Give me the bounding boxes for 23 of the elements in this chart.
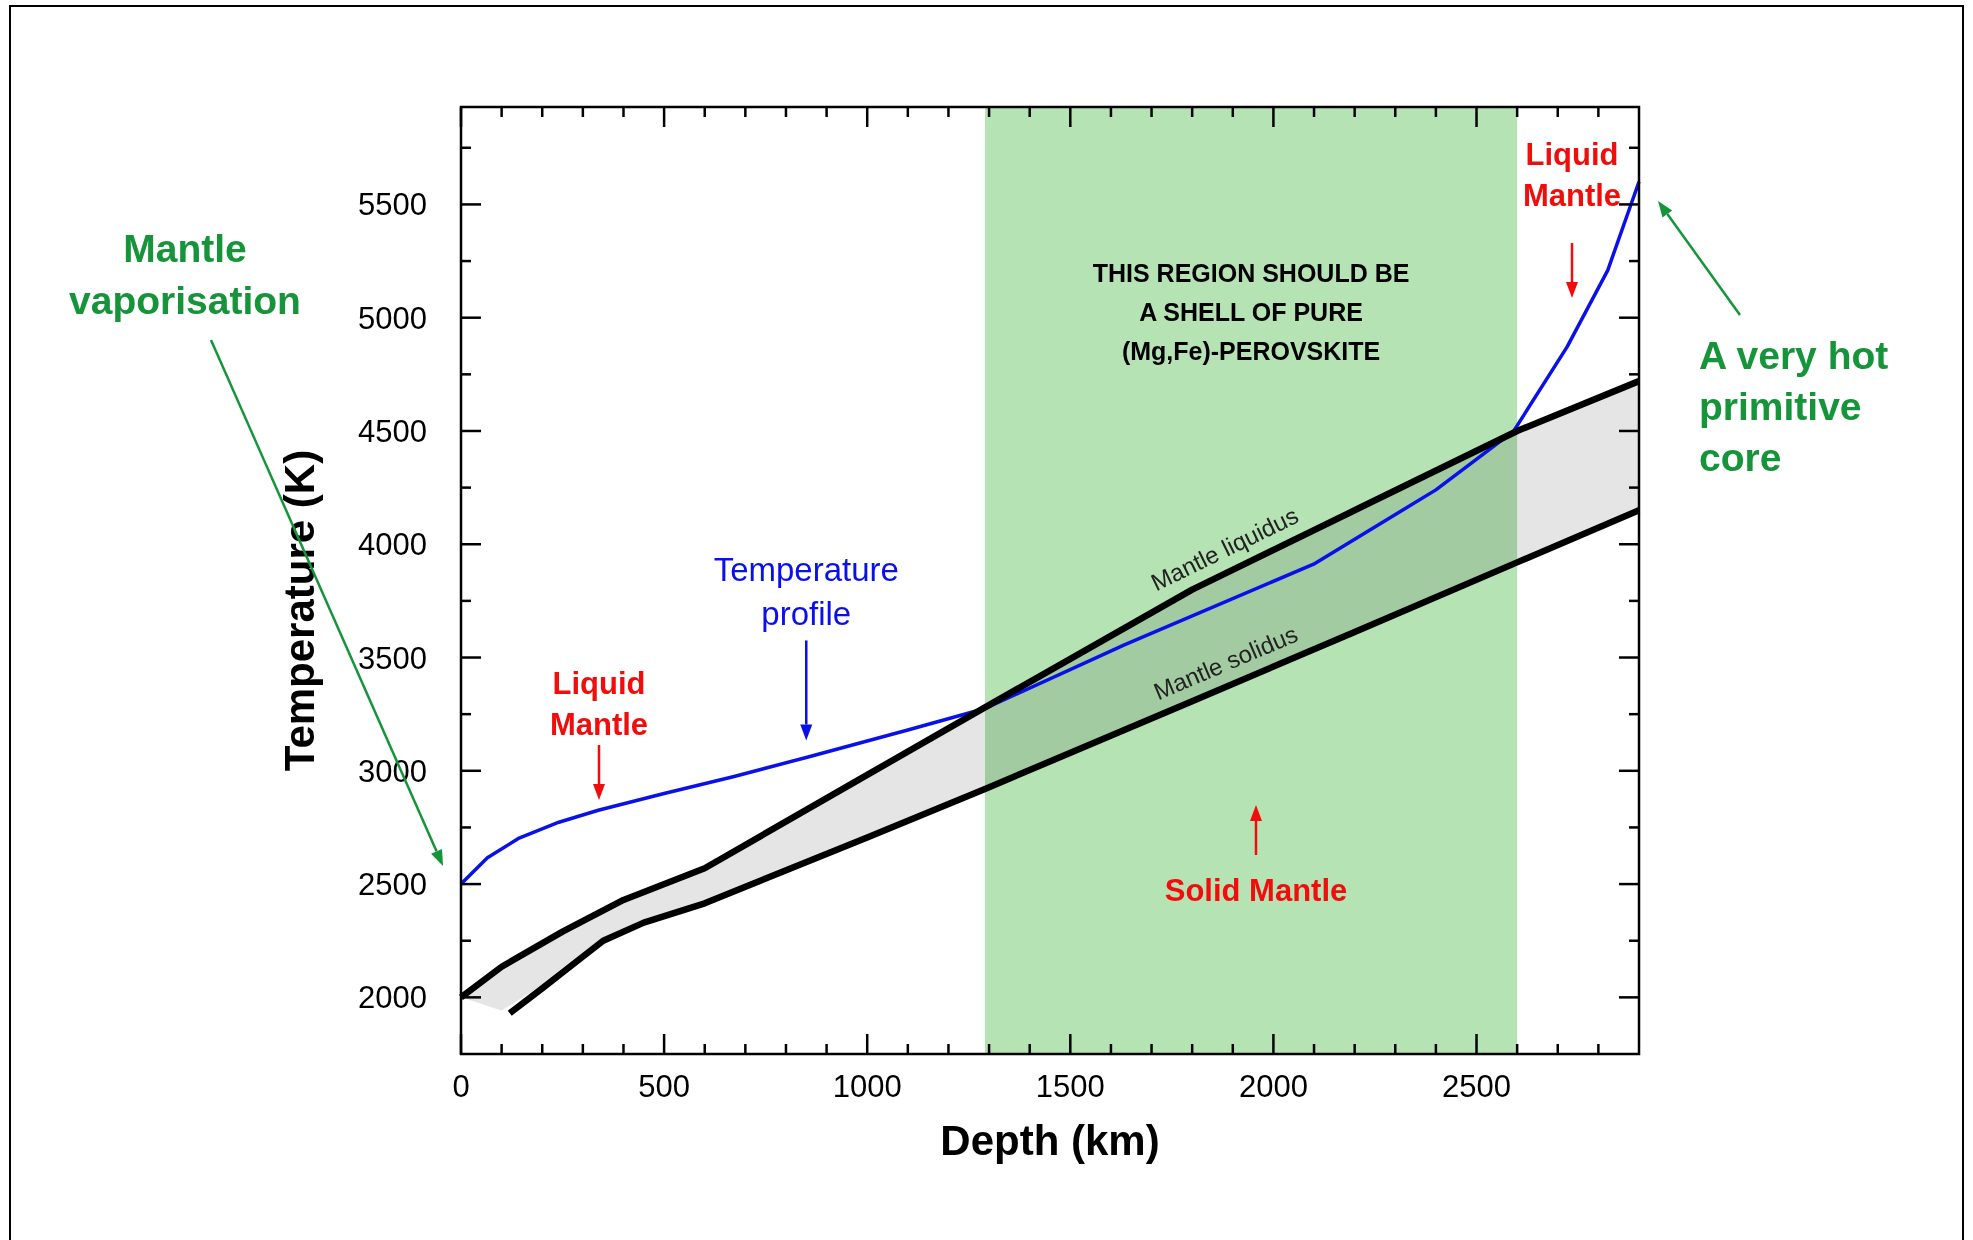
annotation: Liquid Mantle — [1522, 137, 1622, 213]
text: A very hot primitive core — [1699, 334, 1889, 479]
x-tick-label: 500 — [638, 1069, 690, 1104]
y-tick-label: 5000 — [358, 300, 427, 336]
x-tick-label: 1500 — [1035, 1069, 1105, 1104]
text: Mantle vaporisation — [69, 227, 301, 322]
x-tick-label: 1000 — [832, 1069, 902, 1104]
y-tick-label: 2000 — [358, 980, 427, 1016]
y-axis-title: Temperature (K) — [276, 449, 323, 772]
text: Temperature profile — [713, 551, 899, 633]
y-tick-label: 5500 — [358, 187, 427, 223]
band-label: THIS REGION SHOULD BE A SHELL OF PURE (Mg,Fe)-PEROVSKITE — [1092, 259, 1410, 365]
x-tick-label: 2000 — [1238, 1069, 1308, 1104]
x-axis-title: Depth (km) — [940, 1117, 1160, 1164]
x-tick-label: 0 — [452, 1069, 470, 1104]
y-tick-label: 4500 — [358, 413, 427, 449]
text: Mantle solidus — [1149, 620, 1302, 706]
y-tick-label: 2500 — [358, 867, 427, 903]
annotation: Solid Mantle — [1164, 873, 1348, 908]
annotation: Liquid Mantle — [549, 666, 649, 742]
x-tick-label: 2500 — [1442, 1069, 1511, 1104]
y-tick-label: 4000 — [358, 527, 427, 563]
y-tick-label: 3500 — [358, 640, 427, 676]
